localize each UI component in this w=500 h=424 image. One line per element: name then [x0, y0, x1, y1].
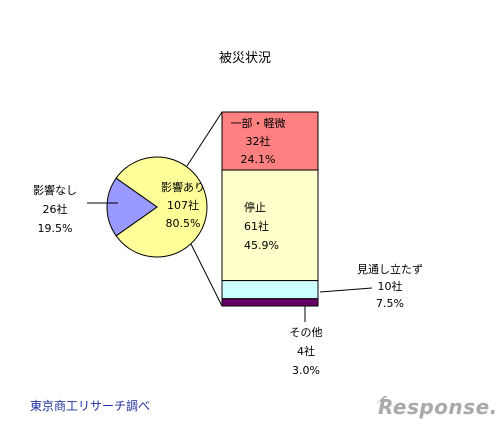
leader-line-unknown	[319, 287, 373, 293]
segment-label-partial: 一部・軽微 32社 24.1%	[231, 116, 286, 166]
breakdown-bar	[221, 111, 319, 307]
source-note: 東京商工リサーチ調べ	[30, 398, 150, 413]
segment-label-stopped: 停止 61社 45.9%	[244, 200, 279, 252]
segment-label-other: その他 4社 3.0%	[290, 326, 323, 377]
bar-segment-stopped	[221, 169, 319, 282]
response-logo: Response.	[376, 395, 498, 419]
connector-top	[186, 111, 223, 167]
bar-segment-partial	[221, 111, 319, 171]
segment-label-unknown: 見通し立たず 10社 7.5%	[357, 262, 423, 310]
pie-slice-affected	[115, 156, 208, 258]
chart-title: 被災状況	[219, 51, 271, 66]
bar-segment-unknown	[221, 280, 319, 300]
chart-labels: 影響あり 107社 80.5% 影響なし 26社 19.5% 一部・軽微 32社 24.1% 停止…	[33, 116, 423, 377]
bar-segment-other	[221, 298, 319, 307]
pie-chart	[106, 156, 208, 258]
watermark-text: Response.	[378, 395, 498, 419]
pie-label-affected: 影響あり 107社 80.5%	[161, 180, 205, 230]
breakdown-connectors	[186, 111, 223, 307]
pie-label-unaffected: 影響なし 26社 19.5%	[33, 183, 77, 235]
connector-bottom	[190, 243, 223, 307]
pie-slice-unaffected	[106, 177, 158, 237]
